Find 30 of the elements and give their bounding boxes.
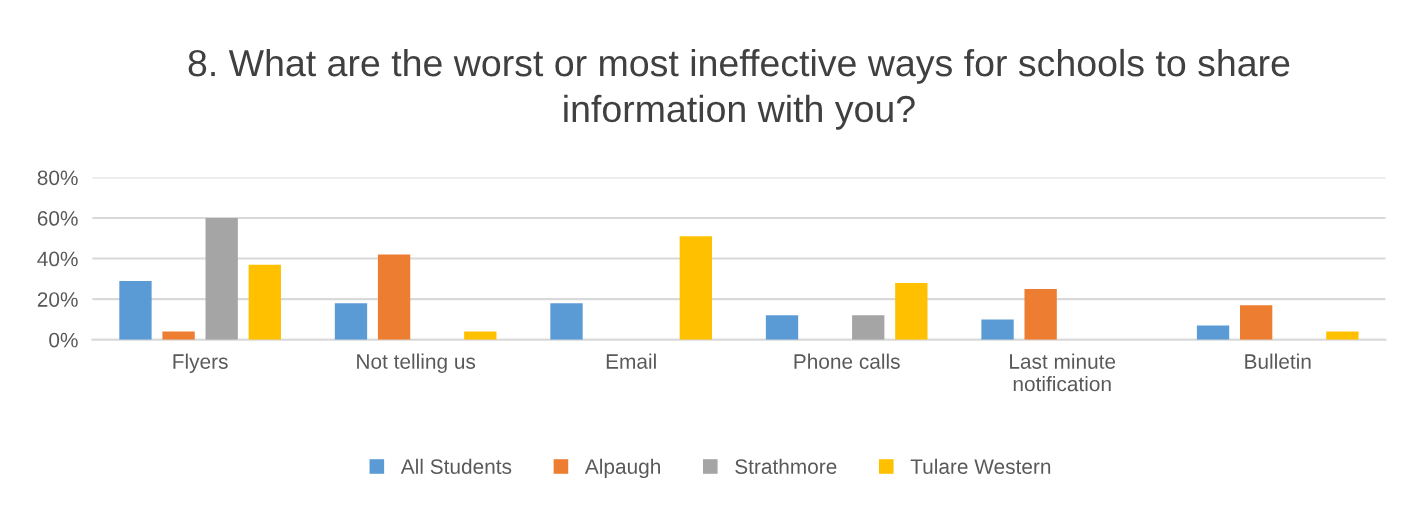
bar — [248, 264, 281, 340]
legend-label: Strathmore — [735, 458, 837, 474]
bar — [895, 282, 928, 340]
bar — [765, 315, 799, 340]
legend-label: Alpaugh — [584, 458, 660, 479]
bar — [679, 236, 712, 340]
y-tick-label: 20% — [37, 292, 78, 307]
y-tick-label: 80% — [37, 170, 78, 186]
bar — [981, 319, 1014, 340]
bar — [334, 303, 368, 340]
x-tick-label: Phone calls — [794, 353, 900, 369]
bar — [550, 303, 583, 340]
legend-label: Tulare Western — [910, 458, 1051, 474]
x-tick-label: Email — [606, 353, 656, 369]
y-tick-label: 60% — [37, 211, 78, 226]
y-tick-label: 0% — [49, 332, 78, 348]
bar — [1024, 288, 1057, 340]
chart-title: 8. What are the worst or most ineffective ways for schools to share information with you? — [188, 48, 1290, 130]
x-tick-label: Not telling us — [357, 353, 476, 373]
bar — [852, 315, 885, 340]
x-tick-label: Last minute notification — [1010, 353, 1116, 392]
bar — [1240, 305, 1273, 340]
bar — [377, 254, 411, 340]
y-tick-label: 40% — [37, 251, 78, 267]
bar — [1196, 325, 1230, 340]
bar — [205, 218, 238, 340]
legend-label: All Students — [400, 458, 512, 474]
bar — [119, 280, 152, 340]
x-tick-label: Flyers — [173, 353, 228, 373]
x-tick-label: Bulletin — [1245, 353, 1311, 369]
